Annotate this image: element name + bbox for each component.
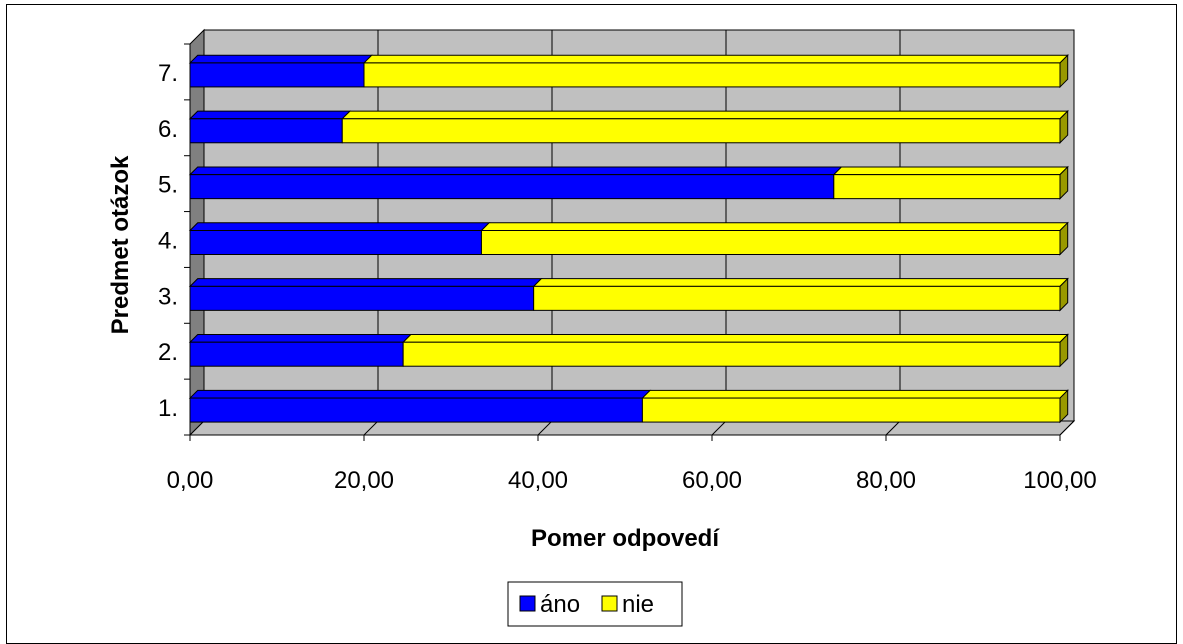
bar-top-nie-1: [641, 389, 1069, 399]
bar-ano-7: [189, 62, 365, 88]
bar-top-ano-1: [188, 389, 652, 399]
bar-ano-4: [189, 230, 482, 255]
bar-ano-3: [189, 285, 535, 311]
bar-ano-5: [189, 174, 835, 200]
category-label: 2.: [158, 339, 178, 366]
bar-chart: 1. 2. 3. 4. 5. 6. 7. 0,00 20,00 40,00 60,00 80,00 10…: [107, 28, 1097, 627]
legend-label-ano: áno: [540, 591, 580, 618]
category-label: 4.: [158, 228, 178, 255]
bar-top-ano-3: [188, 278, 543, 287]
bar-end-7: [1059, 54, 1069, 89]
bar-nie-3: [533, 285, 1061, 311]
bar-ano-6: [189, 118, 343, 144]
legend-swatch-nie: [601, 595, 618, 612]
bar-end-6: [1059, 109, 1069, 144]
bar-end-2: [1059, 333, 1069, 368]
x-tick-label: 80,00: [856, 467, 916, 494]
bar-top-ano-2: [188, 334, 413, 343]
bar-top-ano-6: [188, 110, 352, 120]
floor-gridline: [711, 420, 727, 436]
bar-nie-2: [402, 341, 1061, 367]
bar-end-1: [1059, 389, 1069, 424]
legend-label-nie: nie: [622, 591, 654, 618]
x-tick-label: 60,00: [682, 467, 742, 494]
category-label: 1.: [158, 395, 178, 422]
x-tick-label: 0,00: [167, 467, 214, 494]
bar-end-3: [1059, 277, 1069, 312]
y-axis-title: Predmet otázok: [107, 155, 134, 334]
bar-top-ano-4: [188, 222, 491, 231]
bar-top-nie-2: [401, 334, 1069, 343]
category-label: 5.: [158, 172, 178, 199]
floor-gridline: [363, 420, 379, 436]
x-axis-title: Pomer odpovedí: [531, 525, 720, 552]
bar-top-nie-7: [362, 54, 1069, 64]
bar-ano-2: [189, 341, 404, 367]
bar-top-ano-5: [188, 166, 843, 176]
legend-box: [507, 581, 683, 627]
category-label: 7.: [158, 60, 178, 87]
bar-top-nie-6: [341, 110, 1069, 120]
bar-top-nie-4: [480, 222, 1069, 231]
bar-nie-1: [641, 397, 1061, 423]
bar-end-5: [1059, 165, 1069, 200]
bar-nie-5: [833, 174, 1061, 200]
bar-nie-4: [480, 230, 1061, 255]
floor-gridline: [537, 420, 553, 436]
x-tick-label: 40,00: [508, 467, 568, 494]
bar-top-nie-5: [832, 166, 1069, 176]
bar-top-ano-7: [188, 54, 373, 64]
bar-nie-6: [341, 118, 1061, 144]
category-label: 6.: [158, 116, 178, 143]
legend-swatch-ano: [519, 595, 536, 612]
x-tick-label: 100,00: [1023, 467, 1096, 494]
floor-gridline: [885, 420, 901, 436]
category-label: 3.: [158, 283, 178, 310]
bar-top-nie-3: [532, 278, 1069, 287]
x-tick-label: 20,00: [334, 467, 394, 494]
bar-end-4: [1059, 221, 1069, 256]
bar-nie-7: [363, 62, 1061, 88]
bar-ano-1: [189, 397, 643, 423]
floor-gridline: [1059, 420, 1075, 436]
floor: [188, 420, 1076, 436]
